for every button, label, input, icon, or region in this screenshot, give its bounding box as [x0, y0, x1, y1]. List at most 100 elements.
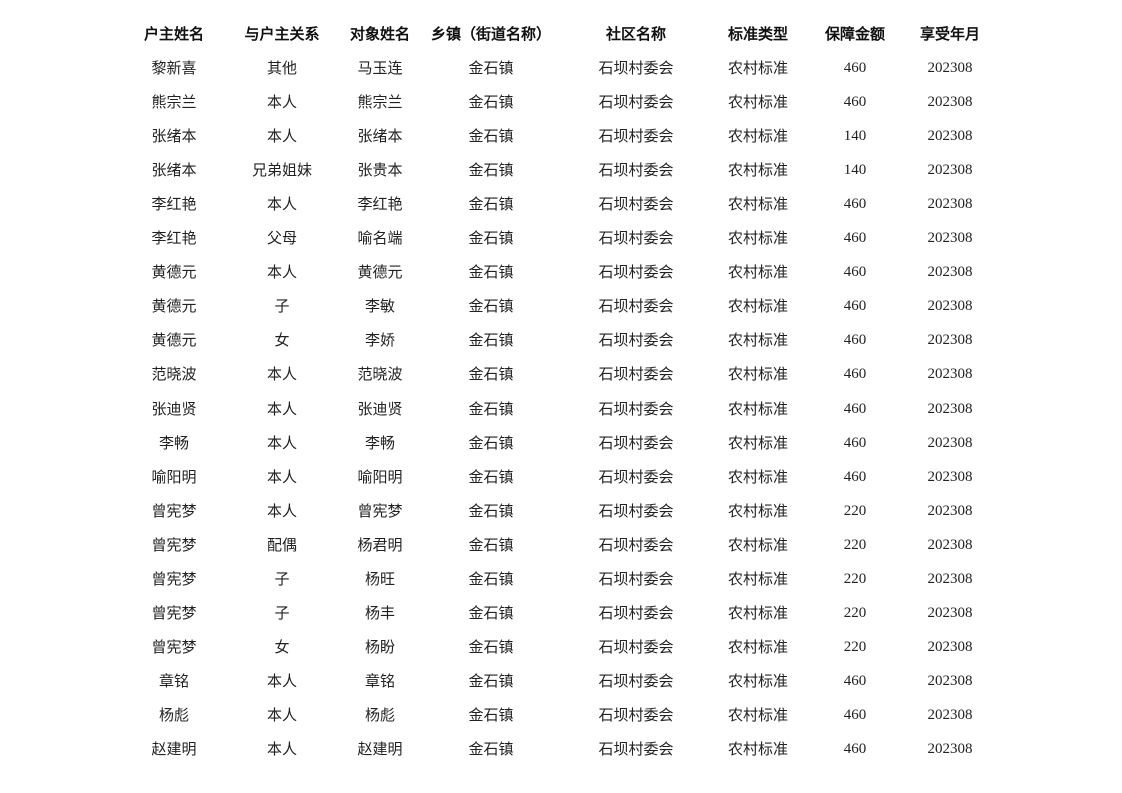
cell-month: 202308	[927, 162, 973, 179]
cell-amount: 460	[843, 60, 867, 76]
table-row: 赵建明 本人 赵建明 金石镇 石坝村委会 农村标准 460 202308	[0, 732, 1122, 766]
cell-household-head: 曾宪梦	[151, 535, 197, 554]
table-row: 杨彪 本人 杨彪 金石镇 石坝村委会 农村标准 460 202308	[0, 698, 1122, 732]
cell-standard-type: 农村标准	[727, 637, 789, 656]
cell-township: 金石镇	[468, 365, 514, 384]
cell-subject-name: 李红艳	[357, 195, 403, 214]
header-relation: 与户主关系	[244, 25, 320, 43]
cell-month: 202308	[927, 604, 973, 621]
cell-household-head: 范晓波	[151, 365, 197, 384]
cell-community: 石坝村委会	[598, 740, 674, 758]
cell-township: 金石镇	[468, 93, 514, 112]
cell-household-head: 张绪本	[151, 127, 197, 146]
cell-month: 202308	[927, 468, 973, 485]
cell-subject-name: 赵建明	[357, 740, 403, 758]
cell-township: 金石镇	[468, 127, 514, 146]
cell-amount: 140	[843, 128, 867, 145]
cell-subject-name: 马玉连	[357, 59, 403, 77]
cell-month: 202308	[927, 400, 973, 417]
cell-township: 金石镇	[468, 229, 514, 248]
cell-household-head: 张绪本	[151, 161, 197, 180]
table-row: 李红艳 父母 喻名端 金石镇 石坝村委会 农村标准 460 202308	[0, 221, 1122, 255]
table-row: 曾宪梦 子 杨旺 金石镇 石坝村委会 农村标准 220 202308	[0, 562, 1122, 596]
cell-standard-type: 农村标准	[727, 535, 789, 554]
cell-township: 金石镇	[468, 263, 514, 282]
cell-township: 金石镇	[468, 331, 514, 350]
cell-household-head: 张迪贤	[151, 399, 197, 418]
cell-subject-name: 杨彪	[364, 705, 396, 724]
cell-amount: 460	[843, 706, 867, 723]
table-header-row: 户主姓名 与户主关系 对象姓名 乡镇（街道名称） 社区名称 标准类型 保障金额 享受年月	[0, 17, 1122, 51]
cell-household-head: 李畅	[158, 433, 190, 452]
cell-household-head: 黎新喜	[151, 59, 197, 77]
table-row: 黎新喜 其他 马玉连 金石镇 石坝村委会 农村标准 460 202308	[0, 51, 1122, 85]
cell-community: 石坝村委会	[598, 399, 674, 418]
cell-month: 202308	[927, 536, 973, 553]
header-standard-type: 标准类型	[727, 25, 789, 43]
cell-community: 石坝村委会	[598, 263, 674, 282]
cell-relation: 父母	[266, 229, 298, 248]
cell-subject-name: 李敏	[364, 297, 396, 316]
cell-community: 石坝村委会	[598, 671, 674, 690]
cell-community: 石坝村委会	[598, 433, 674, 452]
cell-household-head: 曾宪梦	[151, 637, 197, 656]
cell-community: 石坝村委会	[598, 331, 674, 350]
cell-community: 石坝村委会	[598, 535, 674, 554]
cell-relation: 本人	[266, 705, 298, 724]
cell-household-head: 黄德元	[151, 331, 197, 350]
cell-month: 202308	[927, 434, 973, 451]
table-row: 熊宗兰 本人 熊宗兰 金石镇 石坝村委会 农村标准 460 202308	[0, 85, 1122, 119]
cell-township: 金石镇	[468, 59, 514, 77]
cell-amount: 460	[843, 298, 867, 315]
header-household-head: 户主姓名	[143, 25, 205, 43]
cell-standard-type: 农村标准	[727, 365, 789, 384]
cell-amount: 460	[843, 366, 867, 383]
cell-standard-type: 农村标准	[727, 331, 789, 350]
cell-subject-name: 李娇	[364, 331, 396, 350]
cell-month: 202308	[927, 128, 973, 145]
cell-township: 金石镇	[468, 569, 514, 588]
cell-relation: 本人	[266, 433, 298, 452]
cell-month: 202308	[927, 60, 973, 76]
cell-township: 金石镇	[468, 467, 514, 486]
cell-subject-name: 范晓波	[357, 365, 403, 384]
cell-township: 金石镇	[468, 195, 514, 214]
cell-amount: 460	[843, 332, 867, 349]
cell-relation: 本人	[266, 467, 298, 486]
cell-month: 202308	[927, 332, 973, 349]
cell-month: 202308	[927, 94, 973, 111]
cell-subject-name: 张贵本	[357, 161, 403, 180]
table-row: 张迪贤 本人 张迪贤 金石镇 石坝村委会 农村标准 460 202308	[0, 392, 1122, 426]
cell-subject-name: 张迪贤	[357, 399, 403, 418]
cell-household-head: 熊宗兰	[151, 93, 197, 112]
cell-community: 石坝村委会	[598, 127, 674, 146]
cell-community: 石坝村委会	[598, 467, 674, 486]
cell-amount: 460	[843, 434, 867, 451]
cell-standard-type: 农村标准	[727, 740, 789, 758]
table-row: 黄德元 子 李敏 金石镇 石坝村委会 农村标准 460 202308	[0, 289, 1122, 323]
table-row: 李红艳 本人 李红艳 金石镇 石坝村委会 农村标准 460 202308	[0, 187, 1122, 221]
cell-community: 石坝村委会	[598, 637, 674, 656]
cell-relation: 子	[274, 603, 290, 622]
cell-standard-type: 农村标准	[727, 229, 789, 248]
cell-standard-type: 农村标准	[727, 297, 789, 316]
table-row: 曾宪梦 配偶 杨君明 金石镇 石坝村委会 农村标准 220 202308	[0, 528, 1122, 562]
cell-community: 石坝村委会	[598, 297, 674, 316]
cell-month: 202308	[927, 502, 973, 519]
cell-relation: 本人	[266, 740, 298, 758]
cell-subject-name: 杨旺	[364, 569, 396, 588]
cell-month: 202308	[927, 196, 973, 213]
cell-township: 金石镇	[468, 399, 514, 418]
cell-standard-type: 农村标准	[727, 195, 789, 214]
cell-community: 石坝村委会	[598, 501, 674, 520]
cell-household-head: 杨彪	[158, 705, 190, 724]
cell-standard-type: 农村标准	[727, 501, 789, 520]
cell-standard-type: 农村标准	[727, 93, 789, 112]
cell-relation: 子	[274, 569, 290, 588]
cell-month: 202308	[927, 264, 973, 281]
cell-community: 石坝村委会	[598, 705, 674, 724]
cell-relation: 女	[274, 637, 290, 656]
cell-standard-type: 农村标准	[727, 671, 789, 690]
cell-relation: 本人	[266, 195, 298, 214]
cell-community: 石坝村委会	[598, 59, 674, 77]
